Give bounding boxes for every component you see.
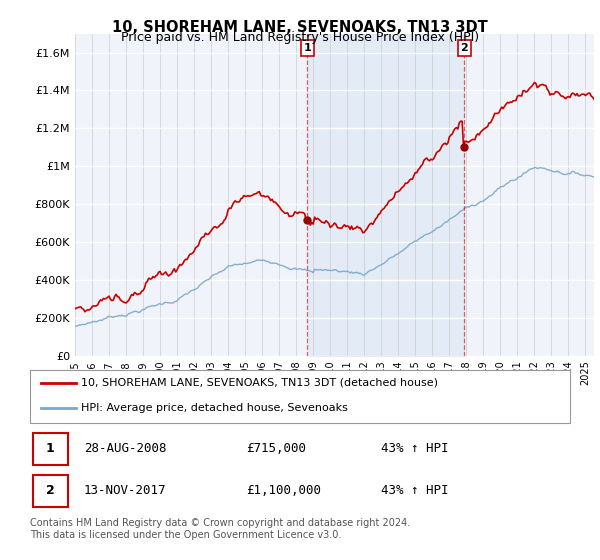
Text: Price paid vs. HM Land Registry's House Price Index (HPI): Price paid vs. HM Land Registry's House … — [121, 31, 479, 44]
FancyBboxPatch shape — [33, 474, 68, 507]
Text: 1: 1 — [46, 442, 55, 455]
Text: 2: 2 — [460, 43, 468, 53]
Text: £1,100,000: £1,100,000 — [246, 484, 321, 497]
Text: 2: 2 — [46, 484, 55, 497]
Text: 43% ↑ HPI: 43% ↑ HPI — [381, 442, 449, 455]
Text: HPI: Average price, detached house, Sevenoaks: HPI: Average price, detached house, Seve… — [82, 403, 348, 413]
Text: Contains HM Land Registry data © Crown copyright and database right 2024.
This d: Contains HM Land Registry data © Crown c… — [30, 518, 410, 540]
Text: 10, SHOREHAM LANE, SEVENOAKS, TN13 3DT (detached house): 10, SHOREHAM LANE, SEVENOAKS, TN13 3DT (… — [82, 378, 438, 388]
Text: 28-AUG-2008: 28-AUG-2008 — [84, 442, 167, 455]
FancyBboxPatch shape — [33, 432, 68, 465]
Text: 10, SHOREHAM LANE, SEVENOAKS, TN13 3DT: 10, SHOREHAM LANE, SEVENOAKS, TN13 3DT — [112, 20, 488, 35]
Text: £715,000: £715,000 — [246, 442, 306, 455]
FancyBboxPatch shape — [30, 370, 570, 423]
Text: 1: 1 — [304, 43, 311, 53]
Text: 43% ↑ HPI: 43% ↑ HPI — [381, 484, 449, 497]
Text: 13-NOV-2017: 13-NOV-2017 — [84, 484, 167, 497]
